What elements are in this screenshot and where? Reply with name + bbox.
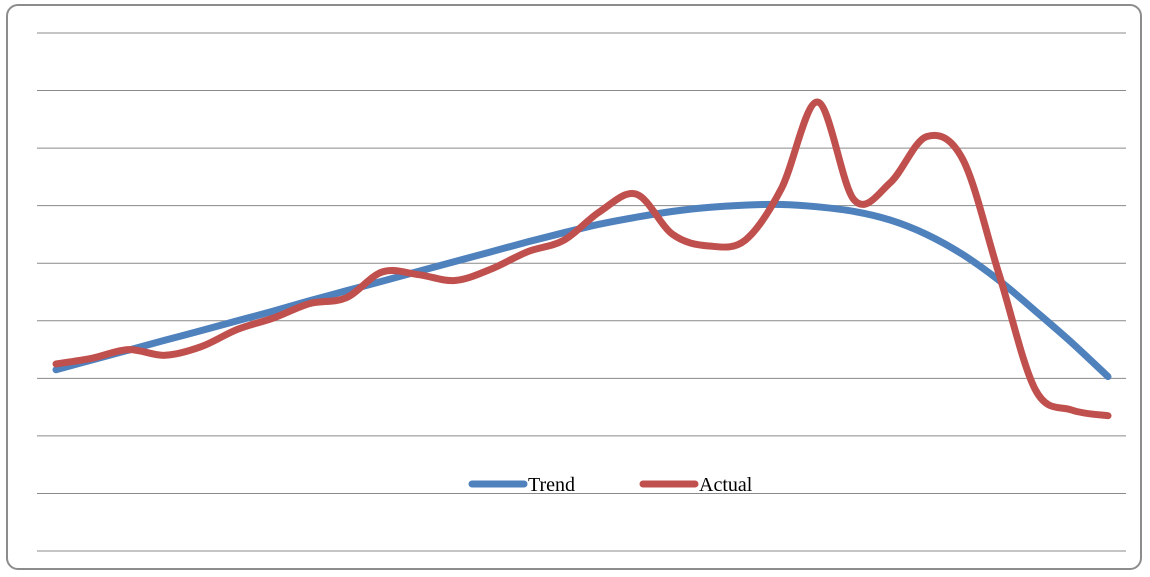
chart-frame [6,4,1142,570]
series-line-actual [52,98,1112,420]
legend: Trend Actual [468,474,753,496]
legend-label-actual: Actual [699,474,753,496]
series-lines [52,98,1112,420]
gridlines [37,32,1126,552]
legend-label-trend: Trend [528,474,575,496]
